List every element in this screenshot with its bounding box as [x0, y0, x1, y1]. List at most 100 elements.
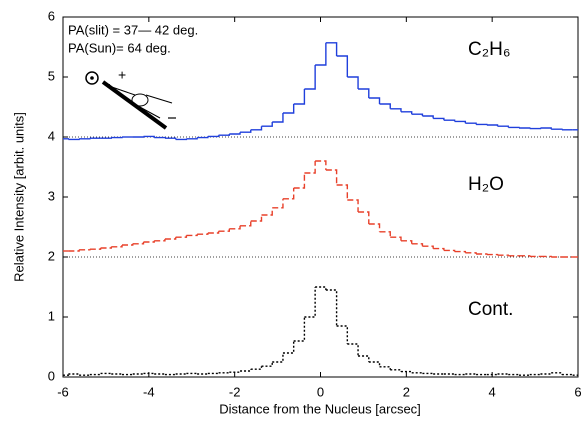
step-segment [175, 373, 188, 375]
step-segment [304, 287, 316, 318]
step-segment [229, 371, 241, 373]
series-label: C₂H₆ [468, 39, 510, 60]
step-segment [154, 136, 166, 139]
step-segment [250, 366, 263, 370]
step-segment [400, 240, 413, 244]
step-segment [132, 242, 145, 245]
step-segment [540, 255, 552, 258]
step-segment [89, 373, 102, 376]
step-segment [336, 325, 349, 344]
step-segment [272, 113, 284, 123]
step-segment [197, 233, 209, 235]
step-segment [454, 250, 467, 253]
step-segment [207, 135, 220, 138]
step-segment [100, 246, 112, 249]
step-segment [282, 341, 295, 354]
step-segment [443, 373, 456, 375]
step-segment [561, 373, 574, 376]
step-segment [390, 369, 402, 372]
step-segment [304, 161, 316, 174]
step-segment [540, 127, 552, 130]
step-segment [315, 42, 327, 66]
step-segment [143, 372, 155, 375]
x-axis-title: Distance from the Nucleus [arcsec] [219, 401, 421, 416]
step-segment [379, 231, 391, 238]
x-tick-label: -6 [57, 384, 69, 399]
step-segment [218, 372, 231, 374]
step-segment [358, 211, 370, 224]
x-tick-label: -2 [229, 384, 241, 399]
annotation: PA(Sun)= 64 deg. [68, 40, 171, 55]
step-segment [497, 254, 509, 256]
step-segment [529, 127, 542, 130]
step-segment [390, 236, 402, 241]
step-segment [422, 245, 434, 249]
step-segment [250, 126, 263, 131]
step-segment [325, 289, 338, 326]
y-tick-label: 3 [48, 188, 55, 203]
step-segment [122, 373, 134, 376]
step-segment [486, 373, 499, 376]
plot-frame [62, 16, 579, 378]
x-tick-label: 6 [574, 384, 581, 399]
step-segment [111, 245, 123, 248]
step-segment [218, 228, 231, 232]
step-segment [368, 223, 381, 232]
step-segment [79, 138, 91, 140]
x-tick-label: 4 [489, 384, 496, 399]
y-tick-label: 4 [48, 128, 55, 143]
step-segment [476, 123, 488, 126]
step-segment [207, 372, 220, 375]
step-segment [240, 221, 252, 227]
step-segment [154, 239, 166, 242]
step-segment [207, 231, 220, 234]
step-segment [476, 253, 488, 255]
step-segment [240, 129, 252, 133]
step-segment [100, 372, 112, 375]
y-tick-label: 2 [48, 248, 55, 263]
step-segment [89, 248, 102, 250]
step-segment [400, 111, 413, 115]
step-segment [122, 243, 134, 246]
step-segment [325, 42, 338, 56]
y-tick-label: 5 [48, 68, 55, 83]
step-segment [79, 374, 91, 376]
step-segment [68, 249, 80, 252]
step-segment [347, 343, 359, 356]
step-segment [164, 237, 177, 240]
step-segment [175, 235, 188, 238]
step-segment [315, 160, 327, 170]
step-segment [368, 361, 381, 367]
step-segment [518, 255, 531, 257]
step-segment [411, 243, 424, 247]
step-segment [229, 132, 241, 135]
step-segment [218, 134, 231, 136]
step-segment [293, 89, 306, 105]
step-segment [551, 128, 563, 130]
step-segment [186, 137, 198, 140]
step-segment [347, 76, 359, 89]
step-segment [315, 286, 327, 290]
step-segment [465, 373, 477, 375]
y-tick-label: 0 [48, 368, 55, 383]
step-segment [443, 249, 456, 252]
step-segment [433, 247, 445, 251]
step-segment [336, 184, 349, 200]
step-segment [272, 353, 284, 363]
step-segment [164, 137, 177, 140]
step-segment [347, 199, 359, 212]
step-segment [508, 126, 520, 129]
step-segment [63, 374, 70, 376]
plus-sign: + [118, 67, 126, 83]
step-segment [358, 355, 370, 362]
step-segment [486, 124, 499, 127]
step-segment [422, 372, 434, 375]
step-segment [79, 249, 91, 251]
step-segment [465, 122, 477, 125]
step-segment [551, 372, 563, 375]
step-segment [497, 373, 509, 375]
step-segment [272, 198, 284, 209]
step-segment [261, 207, 273, 216]
step-segment [229, 225, 241, 230]
